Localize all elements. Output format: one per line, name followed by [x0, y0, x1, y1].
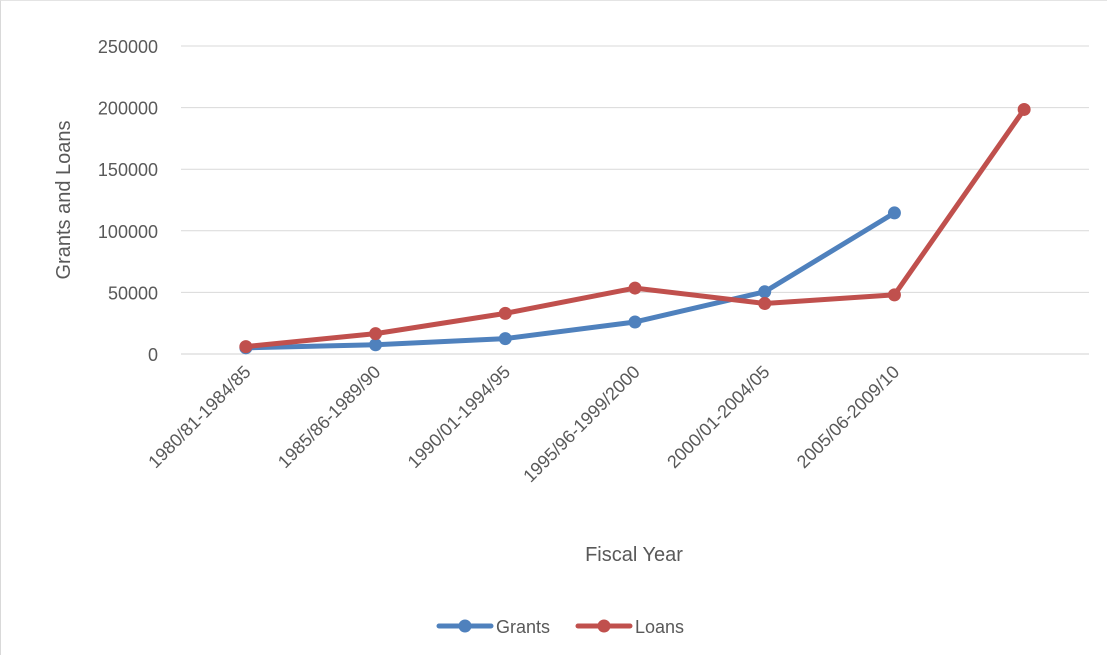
y-tick-label: 50000	[108, 283, 158, 303]
data-point-grants	[628, 315, 642, 329]
data-point-grants	[887, 206, 901, 220]
series-lines	[239, 102, 1031, 355]
y-axis-label: Grants and Loans	[53, 121, 75, 280]
legend-label-loans: Loans	[635, 617, 684, 637]
gridlines	[181, 45, 1089, 355]
legend-marker-loans	[597, 619, 611, 633]
x-axis-label: Fiscal Year	[585, 544, 683, 566]
x-tick-label: 1990/01-1994/95	[404, 362, 514, 472]
data-point-grants	[758, 285, 772, 299]
x-tick-label: 1985/86-1989/90	[274, 362, 384, 472]
x-tick-label: 1980/81-1984/85	[144, 362, 254, 472]
y-tick-label: 100000	[98, 222, 158, 242]
x-tick-label: 1995/96-1999/2000	[519, 362, 644, 487]
data-point-grants	[498, 332, 512, 346]
x-axis-tick-labels: 1980/81-1984/85 1985/86-1989/90 1990/01-19…	[144, 362, 903, 487]
legend-marker-grants	[458, 619, 472, 633]
series-line-loans	[243, 106, 1027, 350]
data-point-loans	[1017, 102, 1031, 116]
y-axis-tick-labels: 0 50000 100000 150000 200000 250000	[98, 37, 158, 365]
y-tick-label: 200000	[98, 99, 158, 119]
x-tick-label: 2000/01-2004/05	[663, 362, 773, 472]
x-tick-label: 2005/06-2009/10	[793, 362, 903, 472]
data-point-grants	[369, 338, 383, 352]
data-point-loans	[498, 306, 512, 320]
data-point-loans	[239, 340, 253, 354]
legend: Grants Loans	[436, 617, 684, 637]
y-tick-label: 150000	[98, 160, 158, 180]
data-point-loans	[628, 281, 642, 295]
y-tick-label: 250000	[98, 37, 158, 57]
data-point-loans	[758, 296, 772, 310]
y-tick-label: 0	[148, 345, 158, 365]
data-point-loans	[369, 327, 383, 341]
series-line-grants	[243, 210, 897, 351]
data-point-loans	[887, 288, 901, 302]
legend-label-grants: Grants	[496, 617, 550, 637]
